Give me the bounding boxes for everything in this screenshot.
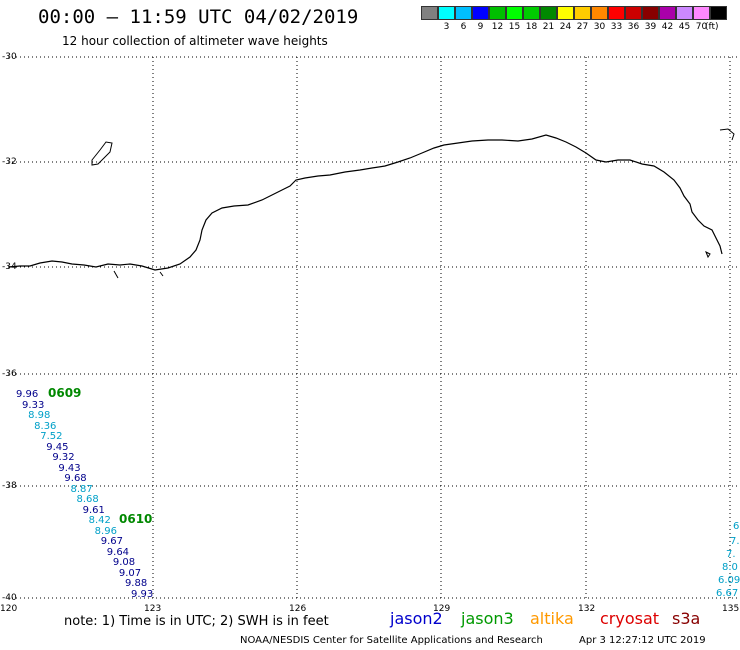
legend-tick-label: 42 bbox=[661, 22, 674, 32]
wave-height-value: 8.96 bbox=[94, 525, 117, 537]
wave-height-value: 9.93 bbox=[131, 589, 154, 600]
legend-tick-label: 21 bbox=[542, 22, 555, 32]
wave-height-value: 8.36 bbox=[34, 420, 57, 432]
legend-tick-label: 33 bbox=[610, 22, 623, 32]
wave-height-value: 8.68 bbox=[76, 494, 99, 506]
legend-tick-label: 39 bbox=[644, 22, 657, 32]
legend-swatch bbox=[642, 6, 659, 20]
wave-height-value: 8.42 bbox=[88, 515, 111, 527]
island-coast-east bbox=[719, 128, 735, 141]
wave-height-value: 6.67 bbox=[716, 588, 739, 599]
lon-label: 126 bbox=[289, 604, 307, 614]
wave-height-value: 9.07 bbox=[118, 567, 142, 579]
legend-swatch bbox=[557, 6, 574, 20]
wave-height-value: 6 bbox=[733, 521, 740, 532]
legend-tick-label: 18 bbox=[525, 22, 538, 32]
wave-height-value: 9.33 bbox=[22, 399, 45, 411]
graticule bbox=[8, 56, 740, 600]
color-legend bbox=[421, 6, 727, 20]
page-title: 00:00 – 11:59 UTC 04/02/2019 bbox=[38, 6, 359, 28]
wave-height-value: 8.0 bbox=[722, 562, 738, 573]
lon-label: 120 bbox=[0, 604, 18, 614]
timestamp: Apr 3 12:27:12 UTC 2019 bbox=[579, 635, 706, 646]
legend-tick-label: 15 bbox=[508, 22, 521, 32]
lat-label: -36 bbox=[2, 369, 17, 379]
legend-tick-label: 30 bbox=[593, 22, 606, 32]
legend-swatch bbox=[693, 6, 710, 20]
wave-height-value: 9.43 bbox=[58, 462, 81, 474]
wave-height-value: 9.32 bbox=[52, 452, 75, 464]
wave-height-value: 9.61 bbox=[82, 504, 105, 516]
satellite-name-jason2: jason2 bbox=[390, 609, 443, 628]
legend-tick-label: 24 bbox=[559, 22, 572, 32]
lat-label: -32 bbox=[2, 157, 17, 167]
legend-swatch bbox=[676, 6, 693, 20]
coastline bbox=[7, 134, 723, 271]
wave-height-value: 9.45 bbox=[46, 441, 69, 453]
legend-tick-label: 12 bbox=[491, 22, 504, 32]
lat-label: -40 bbox=[2, 593, 17, 603]
credit-text: NOAA/NESDIS Center for Satellite Applica… bbox=[240, 635, 543, 646]
lat-label: -34 bbox=[2, 262, 17, 272]
wave-height-value: 8.87 bbox=[70, 483, 93, 495]
lat-label: -30 bbox=[2, 52, 17, 62]
wave-height-value: 7.52 bbox=[40, 431, 63, 443]
legend-swatch bbox=[625, 6, 642, 20]
wave-height-value: 9.96 bbox=[16, 389, 39, 400]
legend-tick-label: 45 bbox=[678, 22, 691, 32]
legend-tick-label: 3 bbox=[443, 22, 450, 32]
wave-height-value: 9.67 bbox=[100, 536, 123, 548]
satellite-name-cryosat: cryosat bbox=[600, 609, 660, 628]
wave-height-value: 9.68 bbox=[64, 473, 87, 485]
wave-height-value: 7. bbox=[730, 536, 740, 547]
wave-height-value: 7. bbox=[726, 549, 736, 560]
legend-swatch bbox=[540, 6, 557, 20]
lon-label: 135 bbox=[722, 604, 740, 614]
legend-swatch bbox=[659, 6, 676, 20]
pass-label-0610: 0610 bbox=[119, 512, 153, 526]
satellite-name-altika: altika bbox=[530, 609, 574, 628]
legend-swatch bbox=[421, 6, 438, 20]
pass-label-0609: 0609 bbox=[48, 386, 82, 400]
legend-unit: (ft) bbox=[705, 22, 719, 32]
footer-note: note: 1) Time is in UTC; 2) SWH is in fe… bbox=[64, 614, 329, 629]
lat-label: -38 bbox=[2, 481, 17, 491]
wave-height-value: 8.98 bbox=[28, 410, 51, 422]
legend-swatch bbox=[506, 6, 523, 20]
lon-label: 132 bbox=[578, 604, 596, 614]
legend-tick-label: 27 bbox=[576, 22, 589, 32]
legend-swatch bbox=[591, 6, 608, 20]
legend-swatch bbox=[608, 6, 625, 20]
lon-label: 129 bbox=[433, 604, 451, 614]
island-coast bbox=[91, 141, 113, 166]
wave-height-value: 9.88 bbox=[124, 578, 148, 590]
wave-height-map bbox=[7, 56, 740, 600]
page-subtitle: 12 hour collection of altimeter wave hei… bbox=[62, 34, 328, 48]
legend-swatch bbox=[489, 6, 506, 20]
coast-detail bbox=[113, 250, 711, 279]
legend-tick-label: 6 bbox=[460, 22, 467, 32]
legend-tick-label: 70 bbox=[695, 22, 708, 32]
legend-tick-label: 9 bbox=[477, 22, 484, 32]
satellite-name-jason3: jason3 bbox=[461, 609, 514, 628]
legend-swatch bbox=[710, 6, 727, 20]
legend-swatch bbox=[472, 6, 489, 20]
legend-tick-label: 36 bbox=[627, 22, 640, 32]
wave-height-value: 9.08 bbox=[112, 557, 136, 569]
satellite-name-s3a: s3a bbox=[672, 609, 701, 628]
legend-swatch bbox=[455, 6, 472, 20]
legend-swatch bbox=[574, 6, 591, 20]
wave-height-value: 6.09 bbox=[718, 575, 740, 586]
wave-height-value: 9.64 bbox=[106, 546, 130, 558]
legend-swatch bbox=[523, 6, 540, 20]
legend-swatch bbox=[438, 6, 455, 20]
lon-label: 123 bbox=[144, 604, 162, 614]
